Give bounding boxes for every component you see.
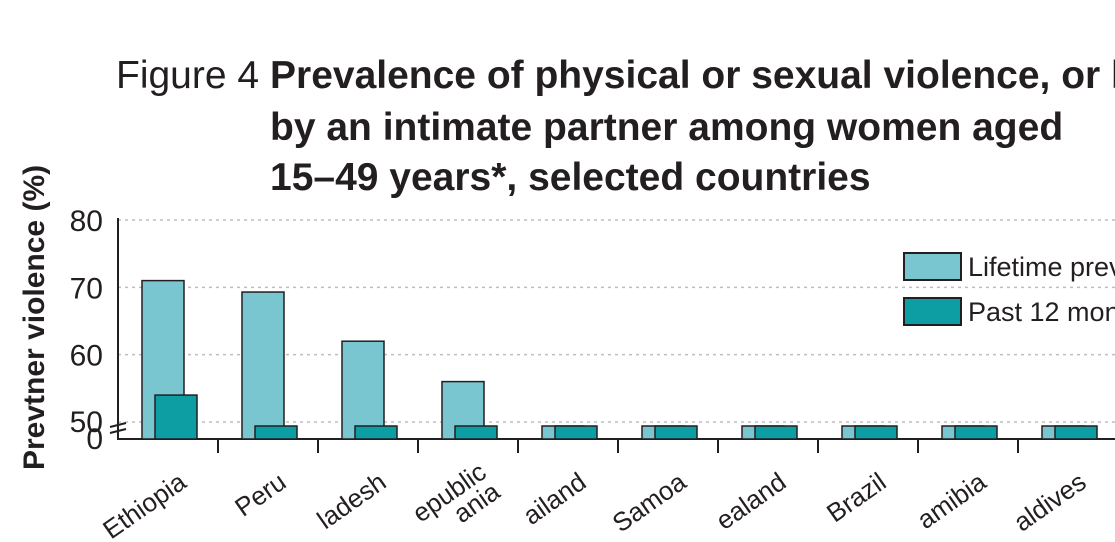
figure-title-line-3: 15–49 years*, selected countries [270, 156, 871, 199]
category-label: aldives [1008, 466, 1092, 537]
bar-lifetime [241, 291, 285, 440]
legend-label-lifetime: Lifetime prev [968, 252, 1115, 282]
bar-lifetime [341, 340, 385, 440]
bars [141, 279, 1098, 440]
y-tick-label: 80 [70, 205, 103, 238]
bar-past12 [1054, 425, 1098, 440]
category-label: Brazil [821, 466, 891, 528]
category-label: Ethiopia [97, 466, 192, 542]
category-label: amibia [911, 466, 991, 535]
bar-past12 [554, 425, 598, 440]
legend: Lifetime prev Past 12 mon [903, 252, 1115, 327]
bar-past12 [454, 425, 498, 440]
category-label: Peru [229, 466, 291, 522]
y-axis-label: Prevtner violence (%) [18, 165, 51, 470]
bar-past12 [654, 425, 698, 440]
bar-past12 [754, 425, 798, 440]
y-tick-label: 60 [70, 340, 103, 373]
category-label: epublicania [407, 456, 506, 542]
figure-title-line-2: by an intimate partner among women aged [270, 106, 1063, 149]
legend-swatch-lifetime [903, 252, 962, 281]
bar-past12 [854, 425, 898, 440]
y-ticks: 050 60 70 80 [70, 205, 103, 456]
category-labels: Ethiopia Peru ladesh epublicania ailand Samoa… [97, 456, 1091, 542]
bar-past12 [954, 425, 998, 440]
category-label: ealand [710, 466, 791, 535]
legend-label-past12: Past 12 mon [968, 297, 1115, 327]
figure-title-line-1: Prevalence of physical or sexual violenc… [270, 54, 1115, 97]
x-tick-marks [217, 439, 1019, 453]
category-label: ailand [517, 466, 591, 530]
y-tick-label: 50 [70, 406, 103, 439]
bar-past12 [254, 425, 298, 440]
category-label: ladesh [311, 466, 391, 535]
figure-label: Figure 4 [116, 54, 259, 97]
category-label: Samoa [607, 466, 692, 538]
legend-swatch-past12 [903, 297, 962, 326]
y-tick-label: 0 [86, 423, 103, 456]
y-tick-label: 70 [70, 272, 103, 305]
bar-past12 [354, 425, 398, 440]
bar-past12 [154, 394, 198, 440]
